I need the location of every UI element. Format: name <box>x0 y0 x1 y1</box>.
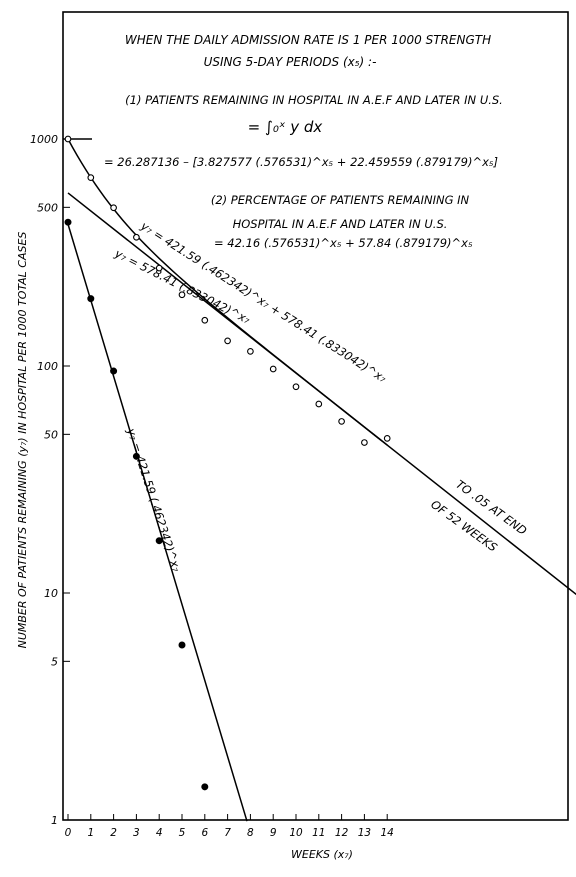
y-tick-label: 50 <box>44 428 58 441</box>
fit-lines <box>67 138 576 822</box>
x-tick-label: 9 <box>270 827 277 839</box>
x-tick-label: 1 <box>87 827 94 839</box>
x-tick-label: 6 <box>201 827 208 839</box>
filled-point <box>132 452 140 460</box>
x-tick-label: 10 <box>289 827 303 839</box>
open-point <box>110 204 117 212</box>
plot-frame <box>62 11 569 821</box>
x-tick-label: 8 <box>247 827 254 839</box>
x-tick-label: 13 <box>358 827 371 839</box>
y-tick-label: 500 <box>37 201 58 214</box>
open-point <box>224 337 231 345</box>
data-points <box>64 135 391 791</box>
filled-point <box>87 295 95 303</box>
x-tick-label: 5 <box>179 827 186 839</box>
open-point <box>292 383 300 391</box>
eq1-integral: = ∫₀ˣ y dx <box>248 118 323 136</box>
y-tick-label: 1000 <box>30 133 58 146</box>
y-tick-label: 5 <box>51 655 58 668</box>
filled-point <box>110 367 118 375</box>
x-tick-label: 14 <box>381 827 394 839</box>
chart-title: WHEN THE DAILY ADMISSION RATE IS 1 PER 1… <box>125 33 491 47</box>
open-point <box>201 316 209 324</box>
y-axis-label: NUMBER OF PATIENTS REMAINING (y₇) IN HOS… <box>16 232 29 649</box>
x-tick-label: 11 <box>312 827 325 839</box>
x-tick-label: 2 <box>110 827 117 839</box>
filled-point <box>178 641 186 649</box>
open-point <box>133 233 140 241</box>
open-point <box>269 365 277 373</box>
open-point <box>315 400 323 408</box>
fit-curve <box>67 138 388 446</box>
eq2-heading: (2) PERCENTAGE OF PATIENTS REMAINING IN <box>211 193 470 207</box>
open-point <box>155 264 163 272</box>
eq1-heading: (1) PATIENTS REMAINING IN HOSPITAL IN A.… <box>125 93 503 107</box>
line1-label: y₇ = 421.59 (.462342)^x₇ <box>124 426 184 574</box>
open-point <box>64 135 72 143</box>
open-point <box>338 418 345 425</box>
x-tick-label: 3 <box>133 827 140 839</box>
eq2-heading2: HOSPITAL IN A.E.F AND LATER IN U.S. <box>233 217 448 231</box>
filled-point <box>201 783 209 791</box>
eq1-formula: = 26.287136 – [3.827577 (.576531)^x₅ + 2… <box>104 155 498 169</box>
x-axis-label: WEEKS (x₇) <box>291 848 353 861</box>
open-point <box>87 174 95 181</box>
y-tick-label: 10 <box>44 587 58 600</box>
filled-point <box>155 537 163 545</box>
x-tick-label: 4 <box>156 827 163 839</box>
y-tick-label: 100 <box>37 360 58 373</box>
open-point <box>383 435 391 442</box>
y-tick-label: 1 <box>51 814 58 827</box>
x-tick-label: 12 <box>335 827 349 839</box>
fit-line <box>67 192 576 596</box>
open-point <box>178 291 186 299</box>
x-tick-label: 0 <box>65 827 72 839</box>
open-point <box>361 439 368 446</box>
fit-line <box>67 223 248 822</box>
x-tick-label: 7 <box>224 827 231 839</box>
open-point <box>247 348 254 355</box>
chart-subtitle: USING 5-DAY PERIODS (x₅) :- <box>204 55 377 69</box>
filled-point <box>64 218 72 226</box>
eq2-formula: = 42.16 (.576531)^x₅ + 57.84 (.879179)^x… <box>214 236 473 250</box>
